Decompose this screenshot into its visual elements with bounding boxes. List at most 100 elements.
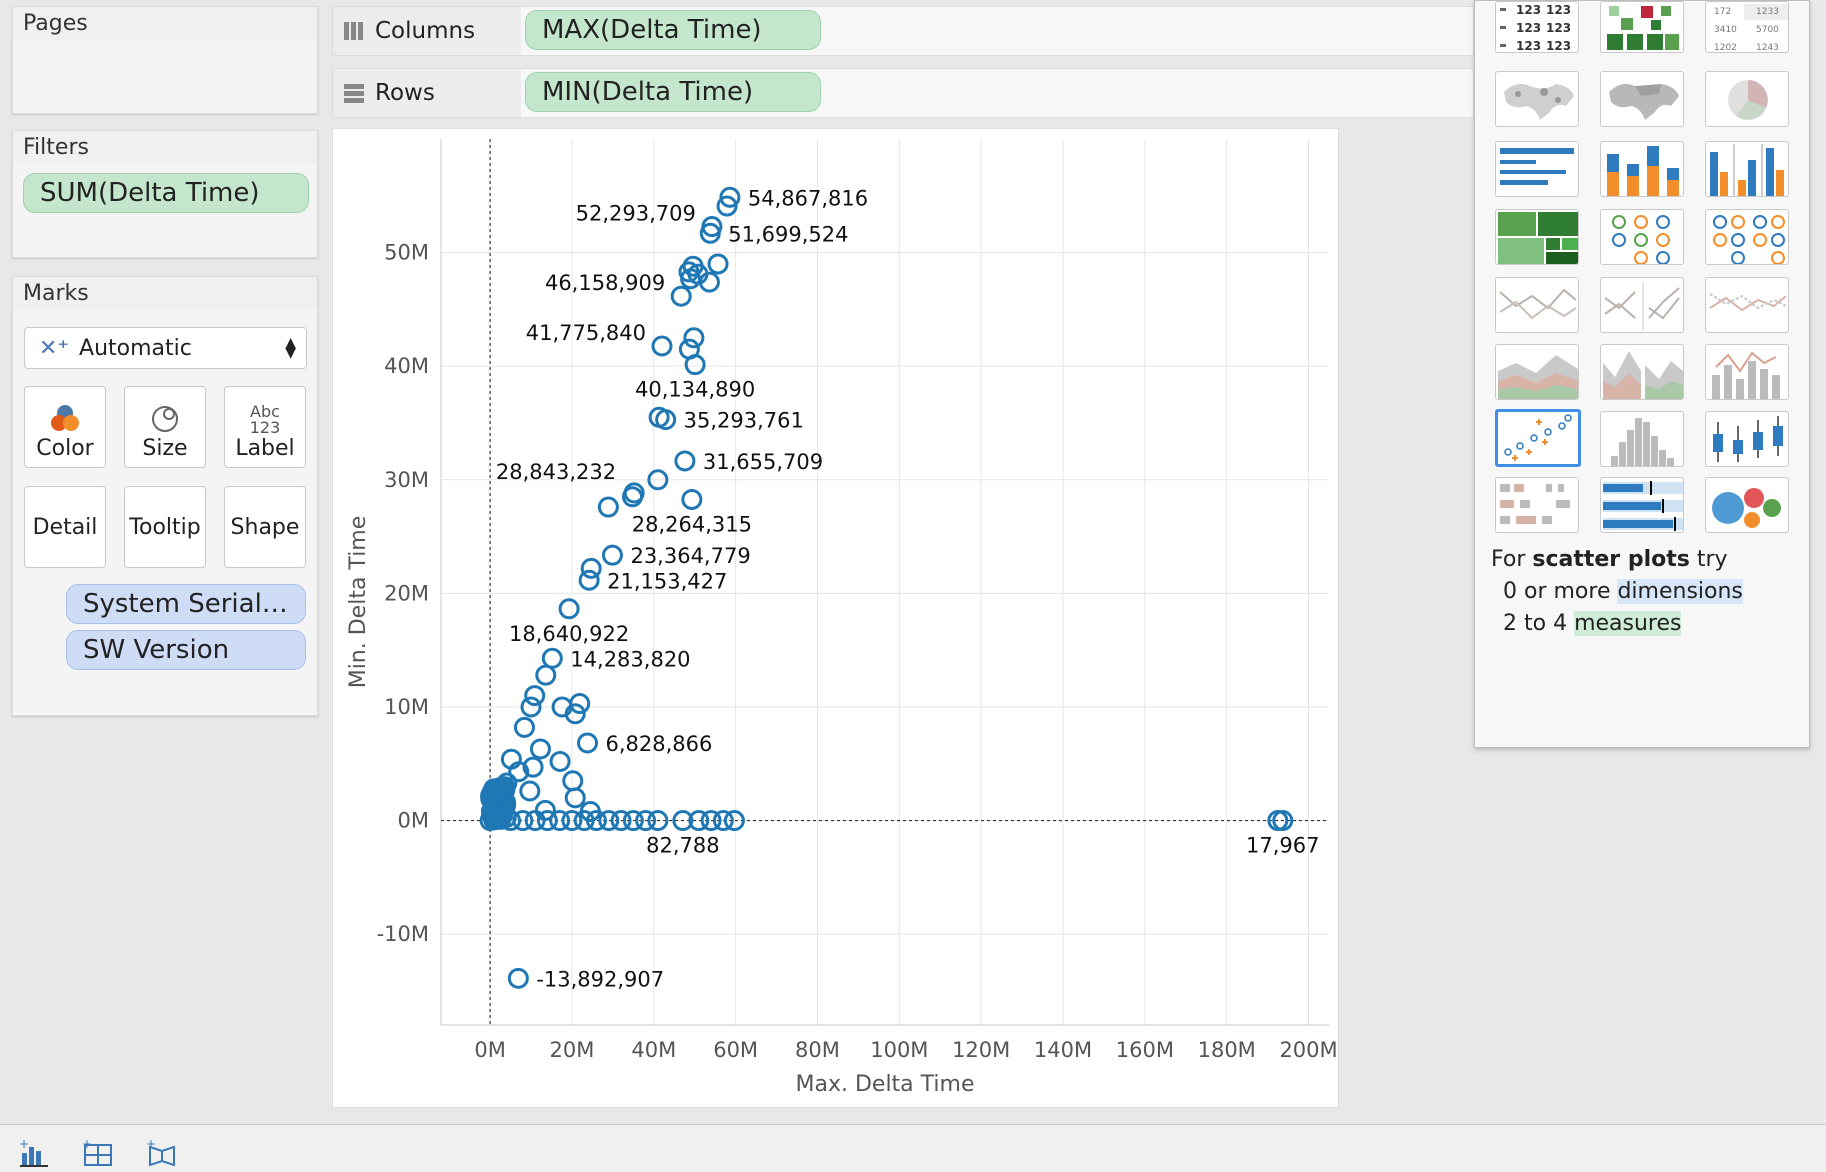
scatter-point [513, 716, 535, 738]
show-me-pie[interactable] [1705, 71, 1789, 127]
show-me-scatter-plot[interactable] [1495, 409, 1581, 467]
line-chart-icon [1604, 282, 1680, 330]
scatter-point [655, 409, 677, 431]
data-label: 41,775,840 [526, 321, 646, 345]
show-me-area-continuous[interactable] [1495, 344, 1579, 400]
show-me-heat-map[interactable] [1600, 1, 1684, 53]
show-me-dual-combination[interactable] [1705, 344, 1789, 400]
scatter-point [564, 703, 586, 725]
show-me-dual-lines[interactable] [1705, 277, 1789, 333]
y-tick-label: 30M [384, 468, 429, 492]
filter-pill[interactable]: SUM(Delta Time) [23, 173, 309, 213]
show-me-hint-title: For scatter plots try [1491, 547, 1728, 572]
thumb-text: 123 [1516, 21, 1541, 35]
scatter-point [564, 787, 586, 809]
scatter-point [490, 808, 512, 830]
mark-type-select[interactable]: ✕⁺ Automatic ▲ ▼ [24, 327, 307, 369]
y-tick-label: 0M [398, 809, 429, 833]
scatter-point [496, 772, 518, 794]
scatter-point [500, 810, 522, 832]
scatter-point [520, 696, 542, 718]
show-me-circle-view[interactable] [1600, 209, 1684, 265]
size-button[interactable]: Size [124, 386, 206, 468]
scatter-point [698, 271, 720, 293]
show-me-treemap[interactable] [1495, 209, 1579, 265]
highlight-table-icon: 172 1233 3410 5700 1202 1243 [1714, 4, 1788, 53]
scatter-point [1272, 810, 1294, 832]
show-me-stacked-bars[interactable] [1600, 141, 1684, 197]
scatter-point [674, 450, 696, 472]
scatter-point [670, 285, 692, 307]
detail-button[interactable]: Detail [24, 486, 106, 568]
scatter-point [700, 810, 722, 832]
x-axis-title: Max. Delta Time [796, 1072, 975, 1097]
scatter-point [549, 750, 571, 772]
show-me-side-by-side-bars[interactable] [1705, 141, 1789, 197]
hint-measures: measures [1574, 611, 1682, 636]
bullet-graph-icon [1603, 481, 1683, 531]
show-me-lines-discrete[interactable] [1600, 277, 1684, 333]
show-me-filled-map[interactable] [1600, 71, 1684, 127]
scatter-point [610, 810, 632, 832]
detail-field-pill[interactable]: SW Version [66, 630, 306, 670]
show-me-gantt[interactable] [1495, 477, 1579, 533]
show-me-area-discrete[interactable] [1600, 344, 1684, 400]
rows-icon [344, 84, 364, 103]
show-me-side-by-side-circles[interactable] [1705, 209, 1789, 265]
thumb-text: 1243 [1756, 43, 1779, 53]
color-button[interactable]: Color [24, 386, 106, 468]
data-label: 18,640,922 [509, 622, 629, 646]
show-me-packed-bubbles[interactable] [1705, 477, 1789, 533]
show-me-box-whisker[interactable] [1705, 411, 1789, 467]
show-me-bullet-graph[interactable] [1600, 477, 1684, 533]
scatter-point [529, 738, 551, 760]
packed-bubbles-icon [1712, 488, 1781, 528]
scatter-point [486, 806, 508, 828]
scatter-point [573, 810, 595, 832]
show-me-hint-dimensions: 0 or more dimensions [1503, 579, 1743, 604]
data-label: 17,967 [1246, 834, 1319, 858]
pages-title: Pages [13, 7, 317, 40]
scatter-point [524, 810, 546, 832]
scatter-point [707, 253, 729, 275]
select-arrows-icon: ▲ ▼ [285, 335, 296, 361]
new-dashboard-icon[interactable]: + [82, 1139, 114, 1167]
mark-type-value: Automatic [79, 335, 192, 361]
columns-pill[interactable]: MAX(Delta Time) [525, 10, 821, 50]
scatter-point [723, 810, 745, 832]
data-label: 23,364,779 [630, 544, 750, 568]
pages-card: Pages [12, 6, 318, 114]
scatter-point [712, 810, 734, 832]
scatter-point [561, 810, 583, 832]
detail-label: Detail [32, 514, 98, 540]
show-me-symbol-map[interactable] [1495, 71, 1579, 127]
sheet-tab-bar: + + + [0, 1124, 1826, 1172]
label-icon-abc: Abc [250, 402, 280, 421]
new-worksheet-icon[interactable]: + [18, 1139, 50, 1167]
data-label: 35,293,761 [684, 409, 804, 433]
detail-field-pill[interactable]: System Serial N.. [66, 584, 306, 624]
scatter-point [647, 469, 669, 491]
show-me-text-table[interactable]: 123 123 123 123 123 123 [1495, 1, 1579, 53]
tooltip-button[interactable]: Tooltip [124, 486, 206, 568]
rows-pill[interactable]: MIN(Delta Time) [525, 72, 821, 112]
show-me-horizontal-bars[interactable] [1495, 141, 1579, 197]
label-button[interactable]: Abc 123 Label [224, 386, 306, 468]
scatter-point [507, 967, 529, 989]
shape-button[interactable]: Shape [224, 486, 306, 568]
label-label: Label [235, 436, 295, 461]
show-me-highlight-table[interactable]: 172 1233 3410 5700 1202 1243 [1705, 1, 1789, 53]
show-me-lines-continuous[interactable] [1495, 277, 1579, 333]
y-tick-label: 20M [384, 581, 429, 605]
scatter-point [512, 810, 534, 832]
map-icon [1609, 84, 1679, 120]
show-me-histogram[interactable] [1600, 411, 1684, 467]
new-story-icon[interactable]: + [146, 1139, 178, 1167]
scatter-plot[interactable]: 0M 20M 40M 60M 80M 100M 120M 140M 160M 180M 200M -1… [333, 129, 1340, 1109]
scatter-point [524, 685, 546, 707]
y-tick-label: 10M [384, 695, 429, 719]
thumb-text: 123 [1516, 3, 1541, 17]
color-icon [51, 405, 79, 431]
scatter-point [601, 544, 623, 566]
thumb-text: 172 [1714, 7, 1731, 17]
